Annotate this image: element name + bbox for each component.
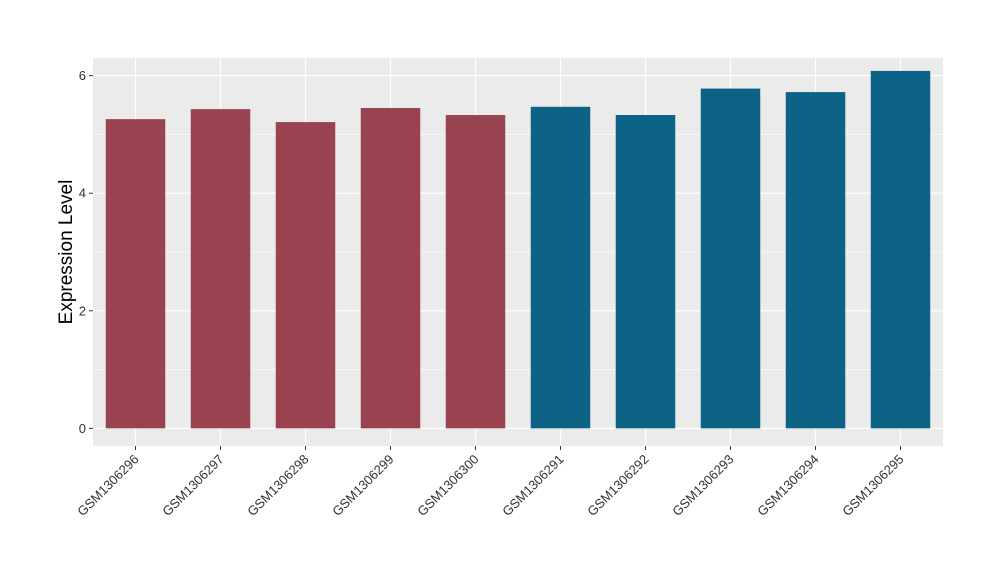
x-tick-label: GSM1306297 <box>159 452 226 519</box>
y-axis-title: Expression Level <box>56 180 77 325</box>
bar-GSM1306299 <box>360 107 421 429</box>
x-tick-label: GSM1306299 <box>329 452 396 519</box>
x-tick-label: GSM1306295 <box>839 452 906 519</box>
bar-GSM1306293 <box>700 88 761 429</box>
bar-GSM1306294 <box>785 92 846 429</box>
bar-GSM1306297 <box>190 109 251 429</box>
x-axis-ticks: GSM1306296 GSM1306297 GSM1306298 GSM1306299… <box>74 446 907 519</box>
y-axis-ticks: 0 2 4 6 <box>79 68 93 436</box>
bar-GSM1306292 <box>615 115 676 429</box>
x-tick-label: GSM1306296 <box>74 452 141 519</box>
bar-GSM1306300 <box>445 115 506 429</box>
bar-GSM1306296 <box>105 119 166 429</box>
y-tick-label: 2 <box>79 303 86 318</box>
x-tick-label: GSM1306298 <box>244 452 311 519</box>
x-tick-label: GSM1306291 <box>499 452 566 519</box>
y-tick-label: 0 <box>79 421 86 436</box>
x-tick-label: GSM1306294 <box>754 452 821 519</box>
bar-GSM1306291 <box>530 106 591 429</box>
x-tick-label: GSM1306300 <box>414 452 481 519</box>
y-tick-label: 4 <box>79 186 86 201</box>
x-tick-label: GSM1306292 <box>584 452 651 519</box>
bar-GSM1306298 <box>275 122 336 429</box>
bar-GSM1306295 <box>870 70 931 429</box>
y-tick-label: 6 <box>79 68 86 83</box>
x-tick-label: GSM1306293 <box>669 452 736 519</box>
bars <box>105 70 931 429</box>
